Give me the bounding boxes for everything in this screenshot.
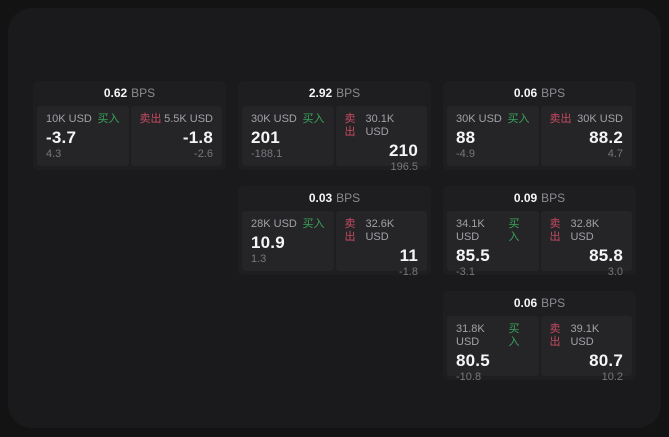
bps-value: 0.03 [308, 191, 333, 205]
bps-unit-label: BPS [336, 191, 361, 205]
sell-label[interactable]: 卖出 [139, 113, 162, 125]
quote-card: 0.09 BPS 34.1K USD 买入 85.5 -3.1 卖出 [443, 186, 636, 278]
sell-price: 80.7 [589, 351, 623, 370]
sell-amount: 30.1K USD [365, 113, 395, 138]
buy-label[interactable]: 买入 [508, 218, 520, 243]
sell-panel[interactable]: 卖出 32.8K USD 85.8 3.0 [540, 211, 632, 278]
bps-value: 0.09 [513, 191, 538, 205]
buy-sub-value: -3.1 [456, 266, 475, 278]
quote-card-body: 10K USD 买入 -3.7 4.3 卖出 5.5K USD -1.8 -2.… [37, 106, 222, 166]
sell-panel[interactable]: 卖出 30K USD 88.2 4.7 [540, 106, 632, 166]
sell-label[interactable]: 卖出 [549, 323, 561, 348]
buy-sub-value: 1.3 [251, 253, 267, 265]
buy-panel[interactable]: 30K USD 买入 88 -4.9 [447, 106, 539, 166]
buy-amount: 10K USD [46, 113, 92, 125]
buy-panel[interactable]: 28K USD 买入 10.9 1.3 [242, 211, 334, 271]
buy-amount: 28K USD [251, 218, 297, 230]
buy-amount: 34.1K USD [456, 218, 485, 243]
sell-price: 11 [399, 246, 418, 265]
bps-header: 0.03 BPS [242, 186, 427, 211]
sell-price: 85.8 [589, 246, 623, 265]
buy-label[interactable]: 买入 [302, 113, 325, 125]
bps-value: 0.06 [513, 296, 538, 310]
quote-card: 0.06 BPS 30K USD 买入 88 -4.9 卖出 [443, 81, 636, 170]
bps-header: 0.09 BPS [447, 186, 632, 211]
sell-label[interactable]: 卖出 [344, 218, 356, 243]
sell-label[interactable]: 卖出 [549, 113, 572, 125]
bps-unit-label: BPS [541, 296, 566, 310]
sell-panel[interactable]: 卖出 30.1K USD 210 196.5 [335, 106, 427, 173]
sell-sub-value: 3.0 [607, 266, 623, 278]
sell-amount: 32.6K USD [365, 218, 395, 243]
quote-card-grid: 0.62 BPS 10K USD 买入 -3.7 4.3 卖出 [33, 81, 636, 383]
sell-amount: 30K USD [577, 113, 623, 125]
buy-amount: 31.8K USD [456, 323, 485, 348]
buy-sub-value: -4.9 [456, 148, 475, 160]
sell-sub-value: -2.6 [194, 148, 213, 160]
bps-unit-label: BPS [541, 191, 566, 205]
sell-panel[interactable]: 卖出 32.6K USD 11 -1.8 [335, 211, 427, 278]
bps-value: 0.62 [103, 86, 128, 100]
quote-card: 0.62 BPS 10K USD 买入 -3.7 4.3 卖出 [33, 81, 226, 170]
buy-price: -3.7 [46, 128, 77, 147]
sell-sub-value: 10.2 [601, 371, 623, 383]
quote-card-body: 28K USD 买入 10.9 1.3 卖出 32.6K USD 11 -1.8 [242, 211, 427, 278]
bps-unit-label: BPS [336, 86, 361, 100]
buy-label[interactable]: 买入 [97, 113, 120, 125]
sell-price: 88.2 [589, 128, 623, 147]
buy-price: 85.5 [456, 246, 490, 265]
buy-label[interactable]: 买入 [507, 113, 530, 125]
buy-panel[interactable]: 30K USD 买入 201 -188.1 [242, 106, 334, 166]
quote-card: 0.06 BPS 31.8K USD 买入 80.5 -10.8 卖 [443, 291, 636, 383]
sell-price: -1.8 [182, 128, 213, 147]
buy-sub-value: -188.1 [251, 148, 283, 160]
bps-header: 0.06 BPS [447, 291, 632, 316]
buy-sub-value: 4.3 [46, 148, 62, 160]
bps-unit-label: BPS [541, 86, 566, 100]
buy-amount: 30K USD [251, 113, 297, 125]
sell-sub-value: -1.8 [399, 266, 418, 278]
buy-panel[interactable]: 34.1K USD 买入 85.5 -3.1 [447, 211, 539, 278]
buy-panel[interactable]: 10K USD 买入 -3.7 4.3 [37, 106, 129, 166]
buy-price: 201 [251, 128, 280, 147]
quote-card-body: 30K USD 买入 201 -188.1 卖出 30.1K USD 210 1… [242, 106, 427, 173]
buy-sub-value: -10.8 [456, 371, 482, 383]
bps-header: 2.92 BPS [242, 81, 427, 106]
quote-card: 2.92 BPS 30K USD 买入 201 -188.1 卖出 [238, 81, 431, 173]
buy-amount: 30K USD [456, 113, 502, 125]
sell-amount: 32.8K USD [570, 218, 600, 243]
sell-sub-value: 4.7 [607, 148, 623, 160]
sell-amount: 5.5K USD [164, 113, 213, 125]
buy-label[interactable]: 买入 [508, 323, 520, 348]
quote-card-body: 31.8K USD 买入 80.5 -10.8 卖出 39.1K USD 80.… [447, 316, 632, 383]
sell-amount: 39.1K USD [570, 323, 600, 348]
quote-card: 0.03 BPS 28K USD 买入 10.9 1.3 卖出 [238, 186, 431, 278]
buy-price: 88 [456, 128, 476, 147]
bps-header: 0.06 BPS [447, 81, 632, 106]
sell-label[interactable]: 卖出 [344, 113, 356, 138]
sell-panel[interactable]: 卖出 39.1K USD 80.7 10.2 [540, 316, 632, 383]
bps-value: 0.06 [513, 86, 538, 100]
buy-price: 80.5 [456, 351, 490, 370]
sell-panel[interactable]: 卖出 5.5K USD -1.8 -2.6 [130, 106, 222, 166]
bps-header: 0.62 BPS [37, 81, 222, 106]
quotes-panel: 0.62 BPS 10K USD 买入 -3.7 4.3 卖出 [8, 8, 661, 428]
sell-sub-value: 196.5 [390, 161, 418, 173]
buy-label[interactable]: 买入 [302, 218, 325, 230]
sell-price: 210 [389, 141, 418, 160]
bps-value: 2.92 [308, 86, 333, 100]
sell-label[interactable]: 卖出 [549, 218, 561, 243]
buy-panel[interactable]: 31.8K USD 买入 80.5 -10.8 [447, 316, 539, 383]
bps-unit-label: BPS [131, 86, 156, 100]
quote-card-body: 34.1K USD 买入 85.5 -3.1 卖出 32.8K USD 85.8… [447, 211, 632, 278]
buy-price: 10.9 [251, 233, 285, 252]
quote-card-body: 30K USD 买入 88 -4.9 卖出 30K USD 88.2 4.7 [447, 106, 632, 166]
